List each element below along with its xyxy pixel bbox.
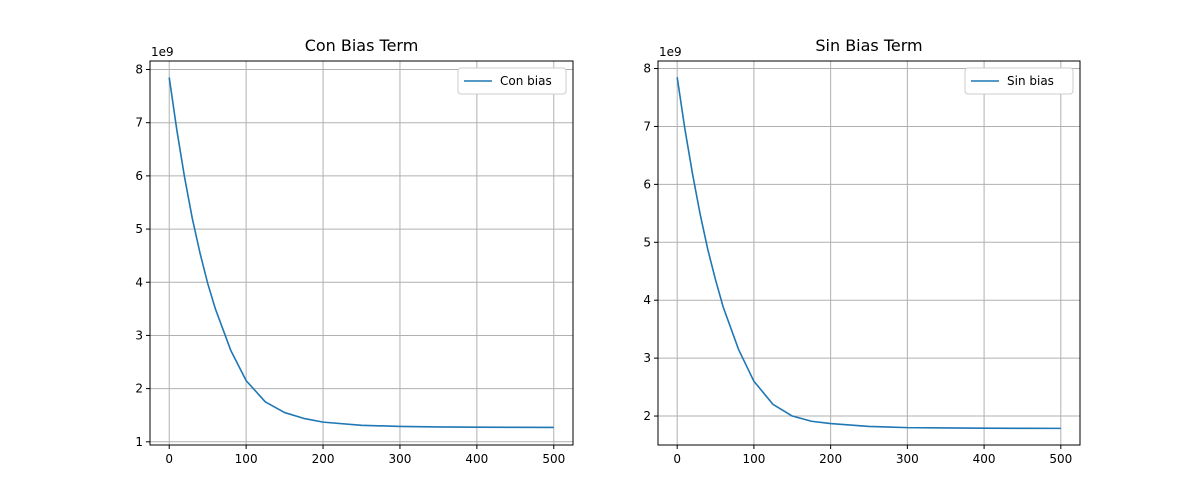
series-line-sin-bias	[676, 77, 1061, 430]
legend-box	[964, 67, 1074, 95]
y-tick-label: 5	[135, 222, 143, 236]
chart-title: Con Bias Term	[305, 36, 419, 55]
y-offset-label: 1e9	[659, 45, 682, 59]
x-tick-label: 0	[673, 452, 681, 466]
chart-panel-1: 0 100 200 300 400 500 1 2 3 4 5 6 7 8 1e9 Con Bias Term…	[135, 36, 574, 466]
x-tick-label: 100	[235, 452, 258, 466]
x-tick-label: 500	[1049, 452, 1072, 466]
y-offset-label: 1e9	[151, 45, 174, 59]
y-tick-label: 7	[135, 116, 143, 130]
y-tick-label: 3	[643, 351, 651, 365]
axes-frame	[657, 60, 1081, 446]
x-tick-label: 200	[819, 452, 842, 466]
x-tick-label: 300	[896, 452, 919, 466]
chart-panel-2: 0 100 200 300 400 500 2 3 4 5 6 7 8 1e9 Sin Bias Term S…	[643, 36, 1081, 466]
y-tick-label: 5	[643, 235, 651, 249]
y-tick-label: 2	[643, 409, 651, 423]
legend-box	[457, 67, 567, 95]
legend: Sin bias	[964, 67, 1074, 95]
legend-label: Con bias	[500, 74, 552, 88]
x-tick-label: 100	[742, 452, 765, 466]
x-tick-label: 400	[465, 452, 488, 466]
y-tick-label: 1	[135, 435, 143, 449]
y-tick-label: 3	[135, 328, 143, 342]
series-line-con-bias	[168, 77, 554, 429]
axes-frame	[149, 60, 574, 446]
y-tick-label: 8	[643, 62, 651, 76]
y-tick-label: 7	[643, 119, 651, 133]
legend-label: Sin bias	[1007, 74, 1054, 88]
y-tick-label: 6	[643, 177, 651, 191]
x-tick-label: 200	[312, 452, 335, 466]
legend: Con bias	[457, 67, 567, 95]
y-tick-label: 4	[643, 293, 651, 307]
y-tick-label: 4	[135, 275, 143, 289]
y-tick-label: 8	[135, 63, 143, 77]
y-tick-label: 2	[135, 382, 143, 396]
chart-title: Sin Bias Term	[815, 36, 922, 55]
x-tick-label: 300	[389, 452, 412, 466]
x-tick-label: 400	[973, 452, 996, 466]
x-tick-label: 0	[165, 452, 173, 466]
y-tick-label: 6	[135, 169, 143, 183]
x-tick-label: 500	[542, 452, 565, 466]
